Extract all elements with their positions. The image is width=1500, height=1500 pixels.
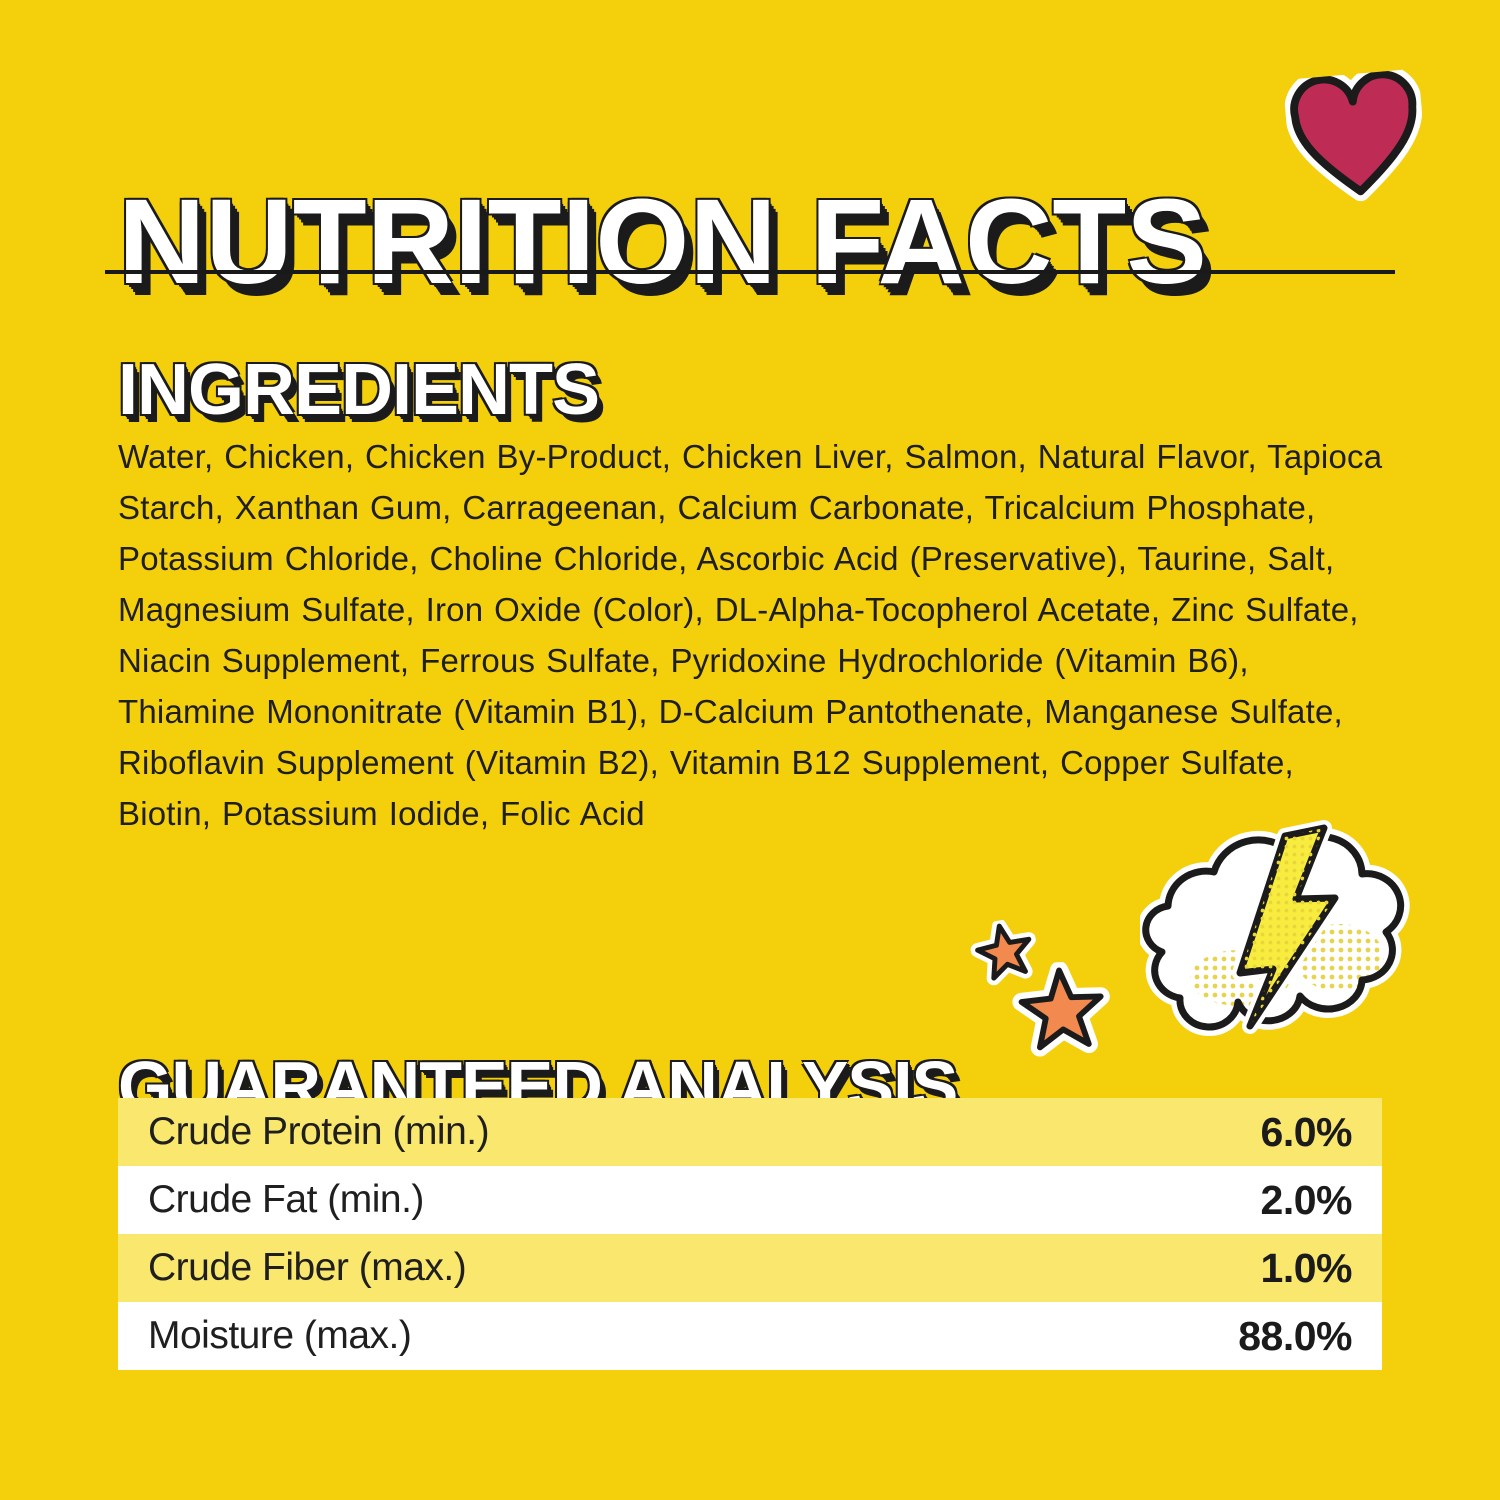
row-value: 88.0% [1238, 1312, 1352, 1359]
table-row: Crude Fiber (max.) 1.0% [118, 1234, 1382, 1302]
guaranteed-analysis-table: Crude Protein (min.) 6.0% Crude Fat (min… [118, 1098, 1382, 1370]
cloud-lightning-icon [1140, 812, 1410, 1074]
row-label: Crude Fiber (max.) [148, 1246, 467, 1289]
row-value: 2.0% [1260, 1176, 1353, 1223]
section-divider [105, 270, 1395, 274]
row-label: Crude Fat (min.) [148, 1178, 424, 1221]
ingredients-heading: INGREDIENTS [118, 349, 600, 430]
row-value: 6.0% [1260, 1108, 1353, 1155]
page-title: NUTRITION FACTS [118, 173, 1207, 310]
heart-icon [1283, 68, 1430, 207]
row-label: Crude Protein (min.) [148, 1110, 490, 1153]
table-row: Crude Protein (min.) 6.0% [118, 1098, 1382, 1166]
star-icon-small [966, 914, 1044, 992]
table-row: Moisture (max.) 88.0% [118, 1302, 1382, 1370]
row-label: Moisture (max.) [148, 1314, 412, 1357]
star-icon-large [1009, 959, 1116, 1066]
table-row: Crude Fat (min.) 2.0% [118, 1166, 1382, 1234]
ingredients-text: Water, Chicken, Chicken By-Product, Chic… [118, 438, 1383, 832]
row-value: 1.0% [1260, 1244, 1353, 1291]
